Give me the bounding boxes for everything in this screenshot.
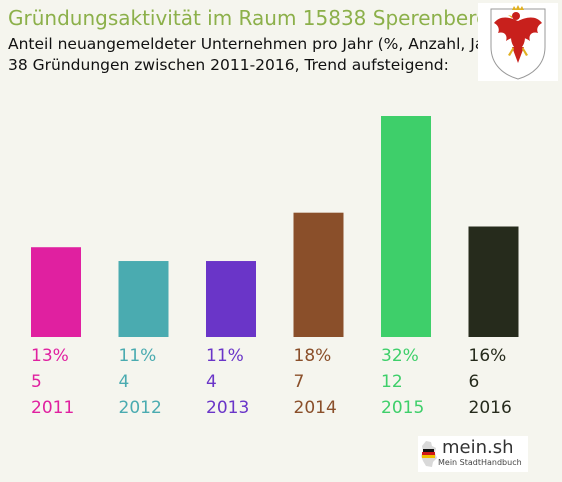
chart-title: Gründungsaktivität im Raum 15838 Sperenb… bbox=[8, 6, 489, 30]
germany-map-icon bbox=[421, 441, 437, 467]
year-label-2011: 2011 bbox=[31, 398, 75, 418]
count-label-2015: 12 bbox=[381, 372, 403, 392]
percent-label-2016: 16% bbox=[468, 346, 507, 366]
year-label-2012: 2012 bbox=[118, 398, 162, 418]
percent-label-2012: 11% bbox=[118, 346, 157, 366]
year-label-2014: 2014 bbox=[293, 398, 337, 418]
count-label-2011: 5 bbox=[31, 372, 42, 392]
brand-logo[interactable]: mein.sh Mein StadtHandbuch bbox=[418, 436, 528, 472]
percent-label-2011: 13% bbox=[31, 346, 69, 366]
bar-2011 bbox=[31, 247, 81, 337]
year-label-2013: 2013 bbox=[206, 398, 250, 418]
bar-2014 bbox=[293, 212, 344, 337]
chart-subtitle-line1: Anteil neuangemeldeter Unternehmen pro J… bbox=[8, 35, 507, 53]
chart-subtitle-line2: 38 Gründungen zwischen 2011-2016, Trend … bbox=[8, 56, 449, 74]
year-label-2016: 2016 bbox=[468, 398, 512, 418]
brand-tagline: Mein StadtHandbuch bbox=[438, 458, 522, 467]
bar-2015 bbox=[381, 116, 431, 337]
bar-2016 bbox=[468, 226, 519, 337]
year-label-2015: 2015 bbox=[381, 398, 425, 418]
count-label-2014: 7 bbox=[293, 372, 305, 392]
bar-2013 bbox=[206, 261, 256, 337]
count-label-2016: 6 bbox=[468, 372, 480, 392]
count-label-2013: 4 bbox=[206, 372, 217, 392]
brand-name: mein.sh bbox=[442, 437, 514, 458]
brandenburg-eagle-coat-of-arms-icon bbox=[490, 5, 546, 80]
coat-of-arms bbox=[478, 3, 558, 81]
bar-2012 bbox=[118, 261, 169, 337]
percent-label-2014: 18% bbox=[293, 346, 332, 366]
percent-label-2015: 32% bbox=[381, 346, 419, 366]
percent-label-2013: 11% bbox=[206, 346, 244, 366]
count-label-2012: 4 bbox=[118, 372, 130, 392]
